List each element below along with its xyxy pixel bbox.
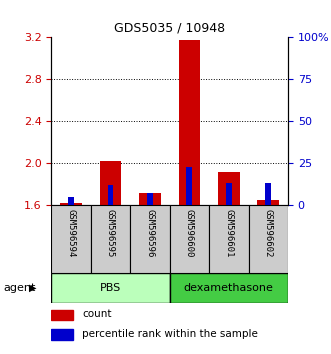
Bar (51, 310, 72, 320)
Text: GSM596596: GSM596596 (145, 209, 155, 257)
FancyBboxPatch shape (91, 205, 130, 273)
Bar (100, 161, 121, 205)
FancyBboxPatch shape (169, 205, 209, 273)
Text: PBS: PBS (100, 282, 121, 293)
Bar (178, 40, 200, 205)
Title: GDS5035 / 10948: GDS5035 / 10948 (114, 22, 225, 35)
FancyBboxPatch shape (130, 205, 169, 273)
Bar (186, 167, 192, 205)
FancyBboxPatch shape (209, 205, 249, 273)
Text: GSM596594: GSM596594 (67, 209, 75, 257)
Text: GSM596595: GSM596595 (106, 209, 115, 257)
FancyBboxPatch shape (249, 205, 288, 273)
Text: ▶: ▶ (29, 282, 37, 293)
Text: agent: agent (3, 282, 36, 293)
Bar (147, 193, 153, 205)
Text: dexamethasone: dexamethasone (184, 282, 274, 293)
Text: percentile rank within the sample: percentile rank within the sample (82, 329, 258, 339)
FancyBboxPatch shape (169, 273, 288, 303)
FancyBboxPatch shape (51, 273, 169, 303)
Text: GSM596600: GSM596600 (185, 209, 194, 257)
Bar (60, 203, 82, 205)
Text: GSM596601: GSM596601 (224, 209, 233, 257)
FancyBboxPatch shape (51, 205, 91, 273)
Bar (226, 183, 232, 205)
Bar (258, 200, 279, 205)
Text: GSM596602: GSM596602 (264, 209, 273, 257)
Bar (68, 197, 74, 205)
Bar (108, 185, 114, 205)
Bar (51, 329, 72, 340)
Bar (265, 183, 271, 205)
Bar (218, 172, 240, 205)
Text: count: count (82, 309, 112, 319)
Bar (139, 193, 161, 205)
